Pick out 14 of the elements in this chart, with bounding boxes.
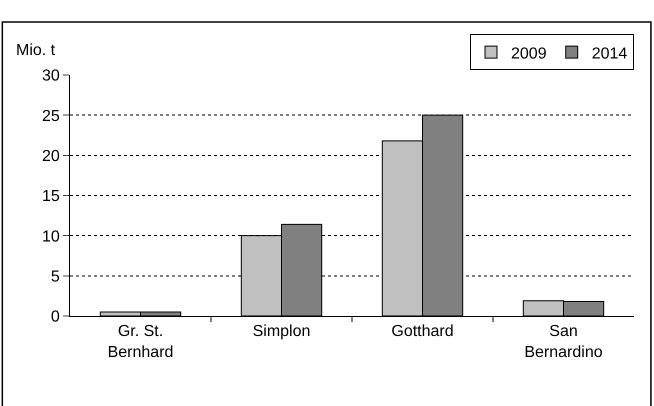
legend-label: 2009 <box>511 45 547 62</box>
x-tick-label: Simplon <box>252 323 310 340</box>
y-axis-title: Mio. t <box>16 42 56 59</box>
y-tick-label: 15 <box>42 188 60 206</box>
y-tick-label: 10 <box>42 228 60 246</box>
y-tick-label: 5 <box>50 268 60 286</box>
x-tick-label: Gotthard <box>391 323 454 340</box>
y-tick-label: 0 <box>50 308 60 326</box>
y-tick-label: 25 <box>42 108 60 125</box>
y-tick-label: 20 <box>42 148 60 165</box>
legend-label: 2014 <box>592 45 628 62</box>
x-tick-label: San Bernardino <box>524 323 603 361</box>
x-tick-label: Gr. St. Bernhard <box>108 323 174 361</box>
y-tick-label: 30 <box>42 68 60 85</box>
